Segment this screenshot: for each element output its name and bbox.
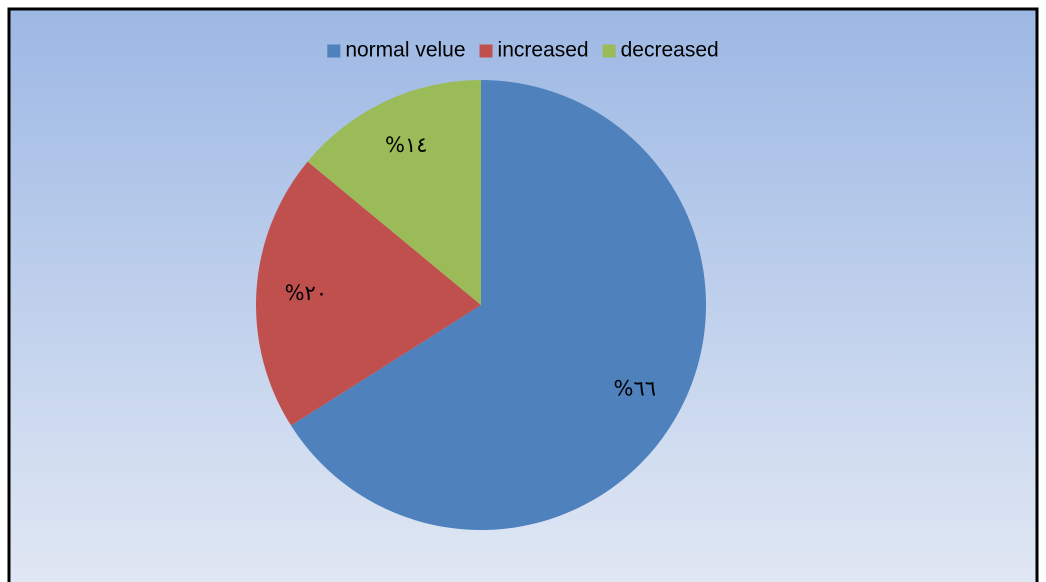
legend-swatch	[479, 44, 493, 58]
slice-label: %١٤	[385, 133, 428, 157]
legend-label: normal velue	[345, 39, 465, 62]
slice-label: %٢٠	[285, 281, 328, 305]
legend-swatch	[327, 44, 341, 58]
slice-label: %٦٦	[614, 377, 657, 401]
pie-slice	[291, 80, 706, 530]
legend-label: decreased	[621, 39, 719, 62]
pie-slice	[307, 80, 481, 305]
legend-swatch	[602, 44, 616, 58]
pie-slice	[256, 161, 481, 426]
legend-label: increased	[498, 39, 589, 62]
